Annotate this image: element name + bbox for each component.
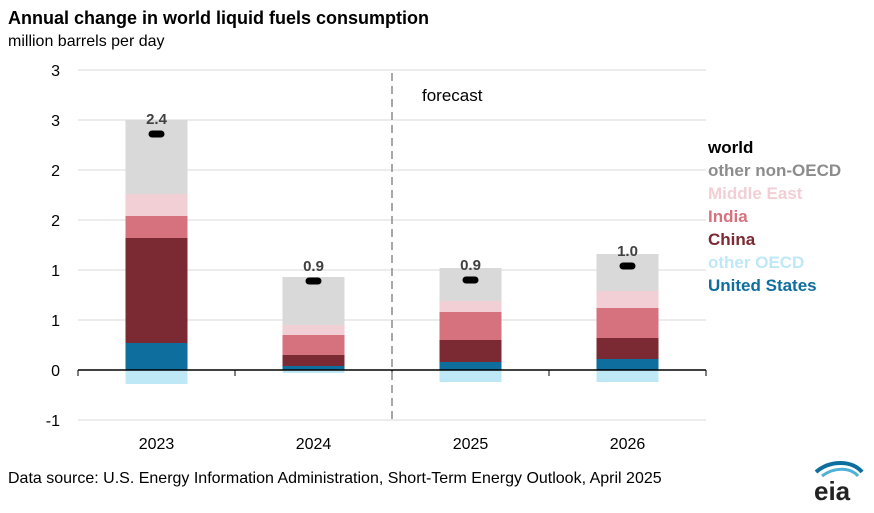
bar-segment — [596, 370, 659, 382]
y-tick-label: 2 — [51, 163, 60, 180]
world-data-label: 2.4 — [146, 111, 168, 128]
x-tick-label: 2024 — [296, 436, 332, 453]
y-tick-label: 0 — [51, 363, 60, 380]
legend-entry: other OECD — [708, 253, 804, 272]
bar-segment — [282, 370, 345, 373]
bar-segment — [439, 340, 502, 362]
y-tick-label: 2 — [51, 213, 60, 230]
bar-segment — [596, 254, 659, 291]
world-marker — [148, 130, 165, 138]
bar-segment — [125, 370, 188, 384]
x-tick-label: 2026 — [610, 436, 646, 453]
world-data-label: 0.9 — [303, 258, 324, 275]
legend-entry: China — [708, 230, 756, 249]
bar-segment — [439, 362, 502, 370]
chart-subtitle: million barrels per day — [8, 33, 165, 50]
bar-segment — [125, 194, 188, 216]
y-tick-label: 3 — [51, 63, 60, 80]
bar-segment — [439, 312, 502, 340]
eia-logo: eia — [800, 458, 866, 506]
forecast-label: forecast — [422, 86, 483, 105]
legend-entry: United States — [708, 276, 817, 295]
y-tick-label: -1 — [46, 413, 60, 430]
y-tick-label: 1 — [51, 313, 60, 330]
legend-entry: India — [708, 207, 748, 226]
svg-text:eia: eia — [814, 476, 851, 506]
world-marker — [619, 262, 636, 270]
world-marker — [462, 276, 479, 284]
bar-segment — [439, 370, 502, 382]
bar-segment — [125, 238, 188, 343]
legend-entry: other non-OECD — [708, 161, 841, 180]
bar-segment — [439, 268, 502, 301]
y-tick-label: 3 — [51, 113, 60, 130]
world-data-label: 0.9 — [460, 257, 481, 274]
bar-segment — [282, 325, 345, 335]
legend-entry: world — [707, 138, 753, 157]
bar-segment — [125, 216, 188, 238]
bar-segment — [596, 291, 659, 308]
y-tick-label: 1 — [51, 263, 60, 280]
bar-segment — [596, 338, 659, 359]
world-data-label: 1.0 — [617, 243, 638, 260]
bar-segment — [439, 301, 502, 312]
bar-segment — [125, 343, 188, 370]
legend-entry: Middle East — [708, 184, 803, 203]
bar-segment — [282, 335, 345, 355]
bar-segment — [282, 366, 345, 370]
chart-title: Annual change in world liquid fuels cons… — [8, 8, 430, 28]
world-marker — [305, 277, 322, 285]
bar-segment — [282, 277, 345, 325]
x-tick-label: 2025 — [453, 436, 489, 453]
bar-segment — [596, 359, 659, 370]
bar-segment — [596, 308, 659, 338]
bar-segment — [282, 355, 345, 366]
data-source-note: Data source: U.S. Energy Information Adm… — [8, 470, 662, 487]
x-tick-label: 2023 — [139, 436, 175, 453]
